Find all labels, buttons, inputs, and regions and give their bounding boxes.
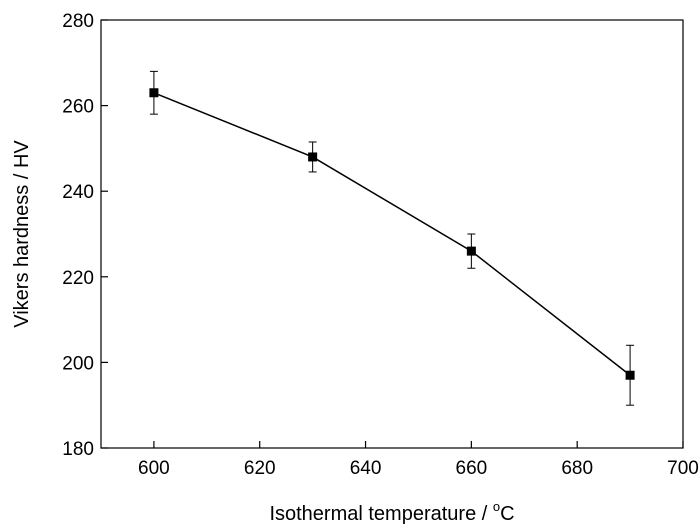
x-tick-label: 600: [138, 458, 170, 479]
data-point: [466, 246, 476, 256]
data-point: [308, 152, 318, 162]
data-point: [149, 88, 159, 98]
series-line: [153, 92, 631, 376]
y-tick-label: 180: [62, 439, 94, 460]
ticks: [101, 19, 684, 449]
y-tick-label: 260: [62, 97, 94, 118]
data-point: [625, 370, 635, 380]
series: [149, 70, 635, 406]
x-tick-label: 620: [244, 458, 276, 479]
y-tick-label: 280: [62, 11, 94, 32]
x-axis-label: Isothermal temperature / oC: [269, 499, 514, 525]
x-axis-label-text: Isothermal temperature /: [269, 503, 492, 525]
y-tick-label: 220: [62, 268, 94, 289]
y-tick-label: 200: [62, 353, 94, 374]
y-tick-label: 240: [62, 182, 94, 203]
y-axis-label: Vikers hardness / HV: [11, 140, 33, 328]
x-tick-label: 660: [456, 458, 488, 479]
plot-frame: [100, 19, 684, 449]
x-tick-label: 680: [561, 458, 593, 479]
x-tick-label: 640: [350, 458, 382, 479]
tick-labels: 600 620 640 660 680 700 180 200 220 240 260 280: [62, 11, 699, 479]
x-axis-label-degree: o: [493, 499, 500, 514]
x-axis-label-unit: C: [500, 503, 514, 525]
x-tick-label: 700: [667, 458, 699, 479]
